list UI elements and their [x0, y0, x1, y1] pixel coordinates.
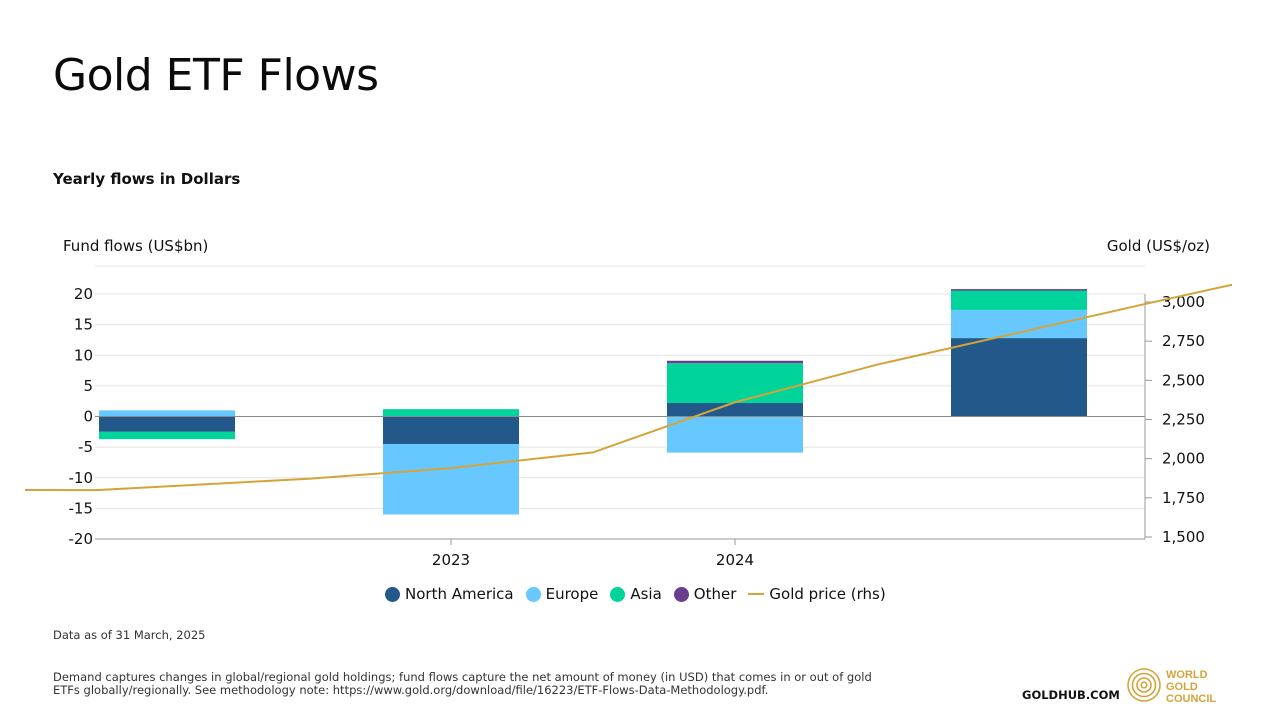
bar-north-america-2023 — [383, 416, 519, 445]
bar-asia-2024 — [667, 363, 803, 404]
legend-swatch-europe — [525, 586, 541, 602]
bar-asia-2022 — [99, 431, 235, 440]
y-tick-label: -10 — [69, 469, 94, 487]
legend-item-other[interactable]: Other — [673, 585, 737, 603]
data-as-of-note: Data as of 31 March, 2025 — [53, 628, 206, 642]
logo-text-world: WORLD — [1166, 669, 1208, 681]
bar-asia-2023 — [383, 409, 519, 417]
y-right-tick-label: 2,750 — [1162, 332, 1205, 350]
right-axis-title: Gold (US$/oz) — [1107, 237, 1210, 255]
y-tick-label: -15 — [69, 499, 94, 517]
chart-subtitle: Yearly flows in Dollars — [53, 170, 241, 188]
bar-europe-2023 — [383, 444, 519, 515]
y-right-tick-label: 1,750 — [1162, 489, 1205, 507]
y-right-tick-label: 2,500 — [1162, 371, 1205, 389]
bar-north-america-2022 — [99, 416, 235, 432]
chart-legend: North America Europe Asia Other Gold pri… — [385, 585, 898, 603]
bar-north-america-2025 — [951, 338, 1087, 417]
y-tick-label: 0 — [83, 408, 93, 426]
y-tick-label: -5 — [78, 438, 93, 456]
legend-label-europe: Europe — [545, 585, 599, 603]
world-gold-council-logo: WORLD GOLD COUNCIL — [1127, 668, 1216, 705]
y-right-tick-label: 2,250 — [1162, 411, 1205, 429]
legend-swatch-other — [673, 586, 689, 602]
bar-other-2024 — [667, 360, 803, 364]
legend-swatch-north-america — [385, 586, 400, 602]
y-tick-label: 15 — [74, 316, 93, 334]
legend-label-gold-price: Gold price (rhs) — [769, 585, 886, 603]
y-tick-label: 10 — [74, 346, 93, 364]
page-title: Gold ETF Flows — [53, 50, 379, 101]
chart: Fund flows (US$bn) Gold (US$/oz) 20 15 10 5 0 -… — [24, 237, 1233, 569]
y-tick-label: 20 — [74, 285, 93, 303]
methodology-note: Demand captures changes in global/region… — [53, 670, 872, 697]
x-tick-label: 2023 — [432, 551, 470, 569]
bar-asia-2025 — [951, 289, 1087, 310]
bar-north-america-2024 — [667, 403, 803, 417]
y-right-tick-label: 2,000 — [1162, 450, 1205, 468]
logo-text-council: COUNCIL — [1166, 693, 1216, 705]
legend-item-gold-price[interactable]: Gold price (rhs) — [748, 585, 886, 603]
logo-text-gold: GOLD — [1166, 681, 1198, 693]
y-tick-label: 5 — [83, 377, 93, 395]
legend-item-north-america[interactable]: North America — [385, 585, 514, 603]
bar-other-2025 — [951, 289, 1087, 291]
y-right-tick-label: 1,500 — [1162, 528, 1205, 546]
legend-item-asia[interactable]: Asia — [610, 585, 662, 603]
legend-label-other: Other — [693, 585, 737, 603]
bar-europe-2024 — [667, 416, 803, 453]
bar-europe-2022 — [99, 410, 235, 417]
legend-label-north-america: North America — [405, 585, 514, 603]
bar-europe-2025 — [951, 309, 1087, 339]
left-axis-title: Fund flows (US$bn) — [63, 237, 208, 255]
legend-swatch-gold-price — [748, 593, 765, 595]
x-tick-label: 2024 — [716, 551, 754, 569]
legend-label-asia: Asia — [630, 585, 662, 603]
goldhub-link[interactable]: GOLDHUB.COM — [1022, 688, 1120, 702]
legend-item-europe[interactable]: Europe — [525, 585, 599, 603]
legend-swatch-asia — [610, 586, 626, 602]
y-tick-label: -20 — [69, 530, 94, 548]
gold-price-line — [24, 283, 1233, 492]
